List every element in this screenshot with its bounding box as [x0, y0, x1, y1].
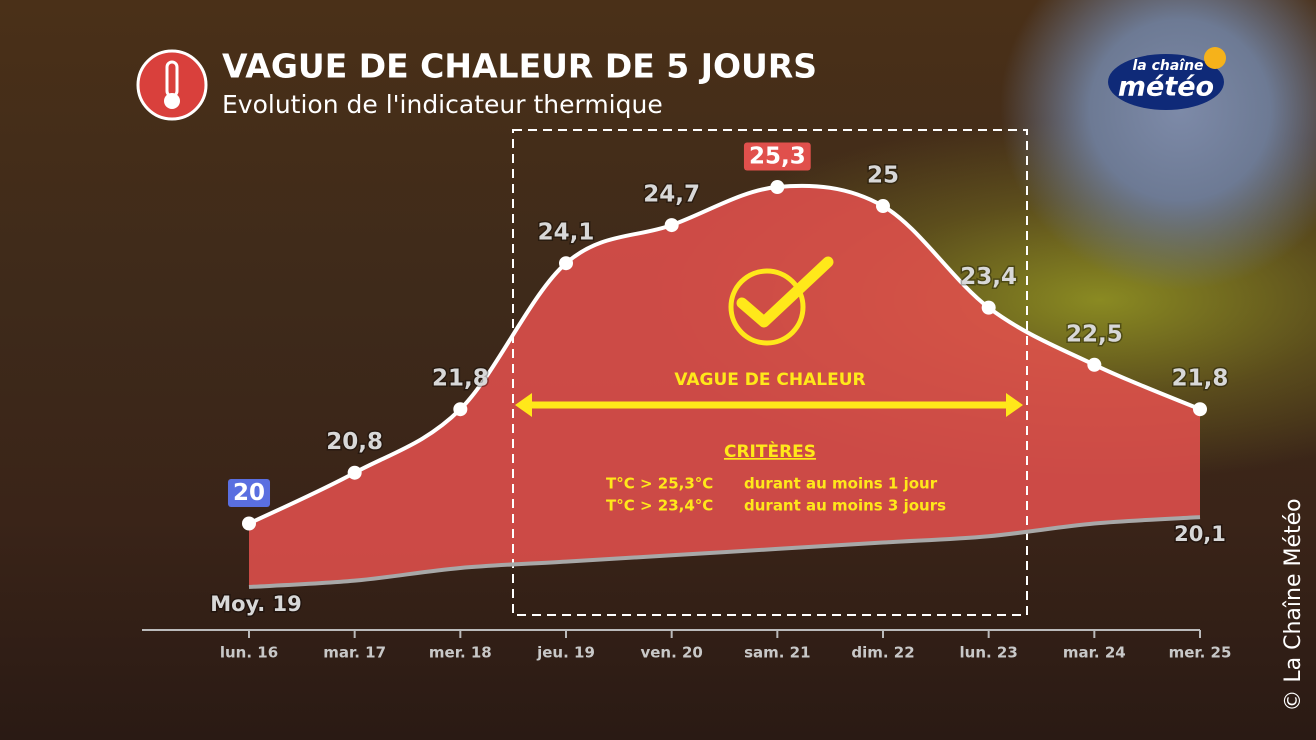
data-point: [664, 218, 679, 233]
x-tick-label: mar. 17: [323, 644, 386, 662]
value-label: Moy. 19: [210, 592, 302, 616]
data-point: [981, 300, 996, 315]
logo: la chaîne météo: [1108, 47, 1226, 110]
value-label: 22,5: [1066, 321, 1123, 347]
value-label: 25: [867, 163, 899, 189]
x-tick-label: jeu. 19: [536, 644, 595, 662]
x-tick-label: dim. 22: [851, 644, 914, 662]
chart-subtitle: Evolution de l'indicateur thermique: [222, 90, 663, 119]
highlight-box: [512, 129, 1028, 616]
value-label: 20: [233, 480, 265, 506]
x-tick-label: mer. 18: [429, 644, 492, 662]
criteria-text: T°C > 23,4°C: [606, 497, 713, 515]
label-badge: [227, 479, 271, 508]
data-point: [770, 180, 785, 194]
check-icon: [728, 268, 806, 346]
data-point: [1087, 357, 1102, 372]
logo-text: météo: [1118, 72, 1214, 103]
area-fill: [249, 185, 1200, 587]
x-tick-label: sam. 21: [744, 644, 810, 662]
value-label: 24,1: [538, 220, 595, 246]
criteria-title: CRITÈRES: [724, 440, 816, 462]
data-point: [453, 402, 468, 417]
check-icon: [736, 256, 834, 328]
logo-text: la chaîne: [1132, 58, 1203, 74]
criteria-text: durant au moins 3 jours: [744, 497, 946, 515]
data-point: [347, 465, 362, 480]
data-point: [876, 199, 890, 214]
data-point: [242, 516, 256, 531]
value-label: 21,8: [432, 366, 489, 392]
value-label: 23,4: [960, 264, 1017, 290]
copyright: © La Chaîne Météo: [1281, 498, 1306, 711]
data-point: [559, 256, 573, 271]
criteria-text: T°C > 25,3°C: [606, 475, 713, 493]
band-label: VAGUE DE CHALEUR: [674, 370, 865, 390]
chart-title: VAGUE DE CHALEUR DE 5 JOURS: [222, 47, 817, 86]
x-tick-label: mar. 24: [1063, 644, 1126, 662]
thermometer-icon: [136, 49, 208, 121]
series-line: [248, 183, 1201, 526]
series-line: [248, 515, 1201, 589]
value-label: 20,1: [1174, 522, 1226, 546]
criteria-text: durant au moins 1 jour: [744, 475, 938, 493]
x-tick-label: lun. 16: [220, 644, 278, 662]
x-tick-label: ven. 20: [640, 644, 702, 662]
value-label: 20,8: [326, 429, 383, 455]
x-tick-label: mer. 25: [1169, 644, 1232, 662]
value-label: 21,8: [1172, 366, 1229, 392]
label-badge: [743, 142, 811, 171]
value-label: 25,3: [749, 144, 806, 170]
x-tick-label: lun. 23: [960, 644, 1018, 662]
value-label: 24,7: [643, 182, 700, 208]
data-point: [1193, 402, 1207, 417]
